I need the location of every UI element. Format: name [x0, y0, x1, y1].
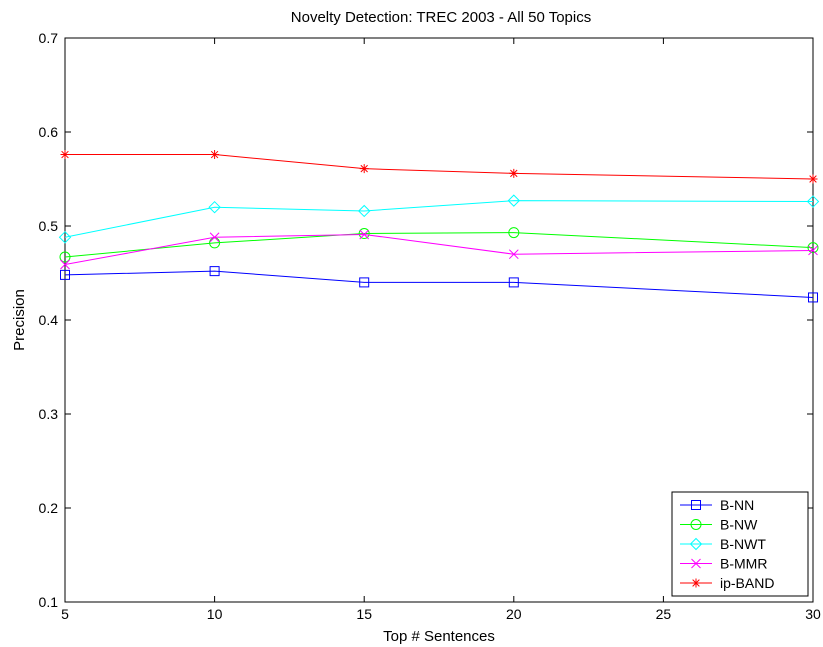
- data-point: [807, 242, 819, 254]
- series-b-mmr: [60, 229, 818, 270]
- data-point: [359, 164, 369, 174]
- legend-label: B-MMR: [720, 556, 767, 572]
- data-point: [60, 259, 70, 270]
- data-point: [808, 174, 818, 184]
- x-tick-label: 15: [356, 606, 372, 622]
- series-line: [64, 232, 814, 258]
- data-point: [59, 251, 71, 263]
- data-point: [210, 150, 220, 160]
- data-point: [359, 277, 370, 288]
- y-axis-label: Precision: [11, 289, 28, 351]
- legend-marker: [691, 500, 701, 510]
- legend-label: B-NW: [720, 517, 758, 533]
- data-point: [806, 195, 820, 208]
- data-point: [808, 292, 818, 303]
- data-point: [808, 245, 818, 256]
- legend: B-NN B-NW B-NWT B-MMR ip-BAND: [671, 491, 809, 597]
- data-point: [509, 168, 519, 178]
- data-point: [209, 232, 220, 243]
- x-tick-label: 5: [61, 606, 69, 622]
- y-tick-label: 0.6: [39, 124, 59, 140]
- y-axis: 0.1 0.2 0.3 0.4 0.5 0.6 0.7: [39, 30, 813, 610]
- x-axis-label: Top # Sentences: [383, 628, 495, 645]
- x-tick-label: 20: [506, 606, 522, 622]
- series-b-nn: [60, 266, 818, 303]
- legend-item: B-NW: [680, 517, 758, 533]
- y-tick-label: 0.2: [39, 500, 59, 516]
- legend-item: B-NN: [680, 497, 754, 513]
- legend-item: ip-BAND: [680, 575, 774, 591]
- y-tick-label: 0.7: [39, 30, 59, 46]
- legend-label: ip-BAND: [720, 575, 774, 591]
- data-point: [508, 249, 519, 260]
- data-point: [60, 269, 70, 280]
- series-line: [64, 200, 814, 238]
- data-point: [58, 231, 72, 244]
- x-axis: 5 10 15 20 25 30: [61, 38, 821, 622]
- x-tick-label: 10: [207, 606, 223, 622]
- data-point: [359, 229, 370, 240]
- data-point: [358, 228, 370, 240]
- series-layer: [58, 150, 820, 303]
- legend-label: B-NWT: [720, 536, 766, 552]
- series-b-nw: [59, 227, 819, 263]
- y-tick-label: 0.3: [39, 406, 59, 422]
- y-tick-label: 0.1: [39, 594, 59, 610]
- data-point: [209, 266, 220, 277]
- data-point: [357, 204, 371, 218]
- legend-item: B-MMR: [680, 556, 767, 572]
- series-b-nwt: [58, 194, 820, 244]
- legend-marker: [691, 558, 701, 569]
- data-point: [60, 150, 70, 160]
- chart-title: Novelty Detection: TREC 2003 - All 50 To…: [291, 9, 591, 26]
- y-tick-label: 0.5: [39, 218, 59, 234]
- data-point: [208, 200, 221, 214]
- legend-marker: [691, 578, 701, 588]
- series-line: [64, 270, 814, 298]
- y-tick-label: 0.4: [39, 312, 59, 328]
- legend-item: B-NWT: [680, 536, 766, 552]
- data-point: [508, 227, 520, 239]
- data-point: [508, 277, 519, 288]
- x-tick-label: 25: [656, 606, 672, 622]
- series-ip-band: [60, 150, 818, 184]
- x-tick-label: 30: [805, 606, 821, 622]
- legend-marker: [690, 519, 702, 530]
- legend-marker: [689, 537, 703, 551]
- legend-label: B-NN: [720, 497, 754, 513]
- data-point: [507, 194, 521, 207]
